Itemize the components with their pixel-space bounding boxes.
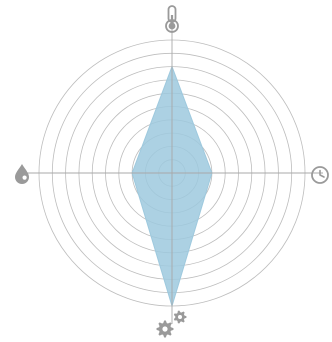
thermometer-icon (165, 5, 179, 33)
clock-hands (319, 169, 325, 178)
thermometer-bulb (168, 22, 176, 30)
drop-shape (15, 164, 29, 184)
drop-highlight (22, 175, 27, 180)
thermometer-level (170, 15, 174, 25)
gear-small-hole (178, 315, 182, 319)
radar-axes (21, 22, 323, 324)
clock-icon (311, 166, 329, 184)
clock-face (311, 166, 329, 184)
water-drop-icon (15, 164, 29, 184)
gear-large-hole (162, 326, 168, 332)
gears-icon (156, 310, 187, 338)
